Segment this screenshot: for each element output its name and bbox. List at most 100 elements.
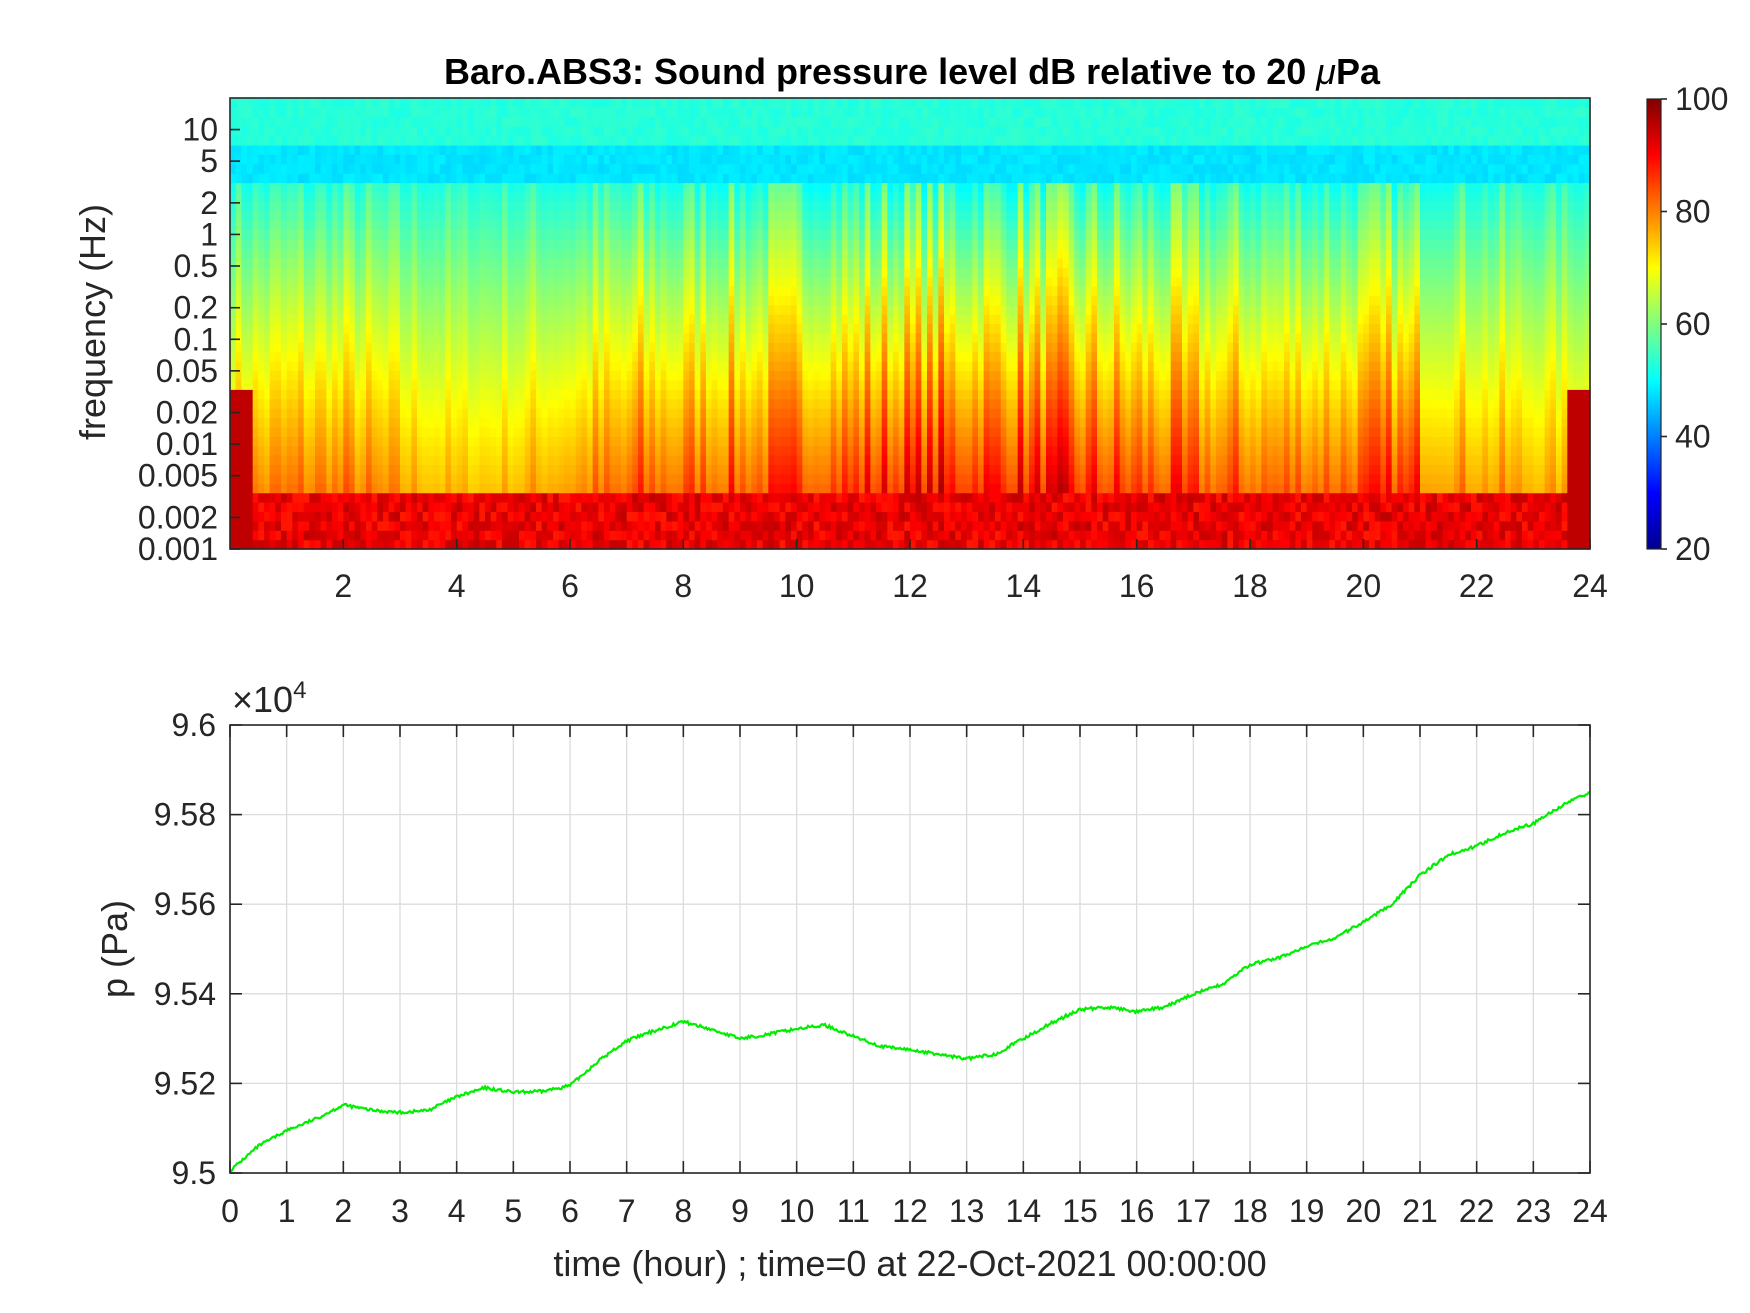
heatmap-cell	[298, 163, 305, 174]
heatmap-cell	[383, 483, 390, 494]
heatmap-cell	[332, 398, 339, 409]
heatmap-cell	[791, 323, 798, 334]
heatmap-cell	[592, 257, 599, 268]
heatmap-cell	[530, 530, 537, 541]
heatmap-cell	[683, 267, 690, 278]
heatmap-cell	[808, 173, 815, 184]
heatmap-cell	[332, 436, 339, 447]
heatmap-cell	[326, 98, 333, 108]
heatmap-cell	[626, 511, 633, 522]
heatmap-cell	[490, 276, 497, 287]
heatmap-cell	[706, 379, 713, 390]
heatmap-cell	[388, 276, 395, 287]
heatmap-cell	[564, 502, 571, 513]
heatmap-cell	[388, 107, 395, 118]
heatmap-cell	[598, 210, 605, 221]
heatmap-cell	[496, 436, 503, 447]
heatmap-cell	[388, 314, 395, 325]
heatmap-cell	[451, 389, 458, 400]
heatmap-cell	[581, 436, 588, 447]
heatmap-cell	[247, 483, 254, 494]
heatmap-cell	[371, 445, 378, 456]
heatmap-cell	[575, 332, 582, 343]
heatmap-cell	[706, 229, 713, 240]
heatmap-cell	[728, 191, 735, 202]
heatmap-cell	[513, 379, 520, 390]
heatmap-cell	[292, 342, 299, 353]
heatmap-cell	[638, 332, 645, 343]
heatmap-cell	[649, 248, 656, 259]
heatmap-cell	[666, 182, 673, 193]
heatmap-cell	[230, 492, 237, 503]
heatmap-cell	[281, 492, 288, 503]
heatmap-cell	[808, 436, 815, 447]
heatmap-cell	[626, 408, 633, 419]
heatmap-cell	[405, 295, 412, 306]
heatmap-cell	[575, 276, 582, 287]
heatmap-cell	[598, 116, 605, 127]
heatmap-cell	[519, 276, 526, 287]
heatmap-cell	[723, 502, 730, 513]
heatmap-cell	[711, 144, 718, 155]
heatmap-cell	[377, 445, 384, 456]
heatmap-cell	[428, 116, 435, 127]
heatmap-cell	[570, 285, 577, 296]
heatmap-cell	[445, 342, 452, 353]
heatmap-cell	[558, 314, 565, 325]
heatmap-cell	[422, 107, 429, 118]
heatmap-cell	[485, 238, 492, 249]
heatmap-cell	[337, 267, 344, 278]
heatmap-cell	[519, 154, 526, 165]
heatmap-cell	[303, 445, 310, 456]
heatmap-cell	[371, 220, 378, 231]
heatmap-cell	[796, 502, 803, 513]
heatmap-cell	[587, 135, 594, 146]
heatmap-cell	[740, 144, 747, 155]
heatmap-cell	[655, 539, 662, 550]
heatmap-cell	[694, 163, 701, 174]
heatmap-cell	[541, 483, 548, 494]
heatmap-cell	[558, 220, 565, 231]
heatmap-cell	[326, 126, 333, 137]
heatmap-cell	[541, 389, 548, 400]
heatmap-cell	[626, 314, 633, 325]
heatmap-cell	[547, 530, 554, 541]
heatmap-cell	[700, 285, 707, 296]
heatmap-cell	[371, 361, 378, 372]
heatmap-cell	[405, 229, 412, 240]
heatmap-cell	[292, 511, 299, 522]
heatmap-cell	[683, 116, 690, 127]
heatmap-cell	[371, 191, 378, 202]
heatmap-cell	[638, 502, 645, 513]
heatmap-cell	[320, 370, 327, 381]
heatmap-cell	[677, 210, 684, 221]
heatmap-cell	[768, 511, 775, 522]
spectrogram-panel: Baro.ABS3: Sound pressure level dB relat…	[72, 51, 1608, 604]
heatmap-cell	[281, 295, 288, 306]
heatmap-cell	[785, 295, 792, 306]
heatmap-cell	[751, 98, 758, 108]
heatmap-cell	[507, 464, 514, 475]
heatmap-cell	[309, 238, 316, 249]
heatmap-cell	[445, 116, 452, 127]
heatmap-cell	[621, 220, 628, 231]
heatmap-cell	[366, 107, 373, 118]
heatmap-cell	[632, 445, 639, 456]
heatmap-cell	[394, 342, 401, 353]
heatmap-cell	[286, 210, 293, 221]
heatmap-cell	[485, 107, 492, 118]
heatmap-cell	[592, 182, 599, 193]
heatmap-cell	[258, 464, 265, 475]
heatmap-cell	[513, 408, 520, 419]
heatmap-cell	[417, 370, 424, 381]
heatmap-cell	[649, 473, 656, 484]
heatmap-cell	[519, 248, 526, 259]
heatmap-cell	[292, 126, 299, 137]
heatmap-cell	[779, 539, 786, 550]
heatmap-cell	[292, 201, 299, 212]
heatmap-cell	[394, 144, 401, 155]
heatmap-cell	[745, 210, 752, 221]
heatmap-cell	[366, 201, 373, 212]
heatmap-cell	[349, 210, 356, 221]
heatmap-cell	[264, 539, 271, 550]
